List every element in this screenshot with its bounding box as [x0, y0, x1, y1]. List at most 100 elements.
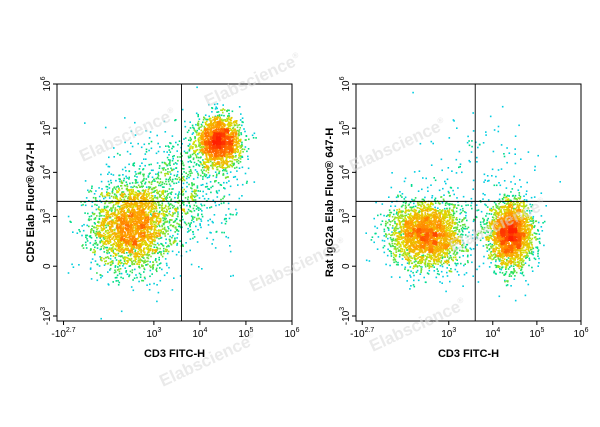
event-point — [214, 108, 217, 110]
event-point — [169, 185, 172, 187]
event-point — [109, 241, 112, 243]
event-point — [215, 132, 217, 134]
event-point — [127, 189, 129, 191]
event-point — [119, 178, 121, 181]
event-point — [155, 250, 158, 252]
event-point — [117, 224, 119, 226]
event-point — [195, 156, 198, 159]
event-point — [106, 223, 108, 226]
event-point — [84, 204, 87, 207]
event-point — [116, 152, 119, 155]
event-point — [194, 192, 196, 195]
event-point — [201, 215, 204, 218]
event-point — [133, 209, 136, 212]
event-point — [138, 207, 141, 209]
event-point — [119, 268, 122, 270]
event-point — [172, 145, 174, 148]
event-point — [164, 169, 167, 171]
event-point — [121, 249, 123, 251]
event-point — [186, 231, 189, 233]
event-point — [159, 229, 162, 232]
event-point — [107, 216, 109, 218]
event-point — [234, 156, 237, 158]
event-point — [130, 186, 132, 188]
event-point — [158, 263, 161, 265]
event-point — [116, 191, 118, 194]
event-point — [137, 214, 140, 216]
event-point — [88, 218, 90, 220]
event-point — [224, 187, 226, 190]
event-point — [179, 178, 182, 181]
event-point — [210, 142, 213, 144]
event-point — [200, 126, 202, 128]
event-point — [99, 231, 102, 234]
event-point — [210, 151, 213, 154]
event-point — [177, 181, 180, 183]
event-point — [132, 246, 134, 248]
event-point — [201, 166, 204, 169]
event-point — [198, 207, 200, 209]
event-point — [101, 275, 104, 277]
event-point — [155, 249, 157, 251]
event-point — [146, 199, 149, 201]
event-point — [150, 192, 152, 194]
event-point — [134, 191, 137, 194]
event-point — [110, 173, 113, 175]
event-point — [192, 178, 195, 180]
event-point — [154, 212, 157, 215]
event-point — [236, 133, 238, 135]
event-point — [232, 156, 235, 158]
event-point — [110, 207, 113, 210]
event-point — [229, 185, 232, 188]
event-point — [102, 210, 104, 213]
event-point — [168, 146, 170, 148]
event-point — [209, 157, 211, 159]
event-point — [132, 186, 134, 189]
event-point — [222, 133, 224, 136]
event-point — [151, 225, 154, 228]
event-point — [133, 229, 135, 232]
event-point — [175, 119, 177, 121]
event-point — [115, 219, 118, 221]
event-point — [82, 247, 85, 249]
event-point — [116, 238, 119, 241]
event-point — [212, 130, 215, 132]
event-point — [227, 208, 230, 210]
event-point — [232, 274, 234, 277]
event-point — [206, 176, 209, 179]
event-point — [138, 272, 141, 275]
event-point — [105, 260, 107, 262]
event-point — [201, 172, 204, 174]
event-point — [141, 203, 143, 206]
event-point — [192, 200, 195, 202]
event-point — [190, 222, 192, 224]
event-point — [118, 268, 120, 271]
event-point — [128, 199, 131, 201]
event-point — [148, 163, 150, 166]
event-point — [171, 168, 173, 171]
event-point — [216, 151, 219, 154]
event-point — [203, 117, 206, 120]
event-point — [192, 207, 195, 210]
event-point — [120, 276, 122, 279]
event-point — [210, 125, 213, 128]
event-point — [171, 169, 173, 172]
event-point — [139, 211, 142, 214]
event-point — [98, 235, 100, 237]
event-point — [120, 180, 123, 182]
event-point — [131, 207, 134, 209]
event-point — [161, 268, 163, 271]
event-point — [105, 256, 108, 259]
event-point — [109, 202, 112, 204]
event-point — [223, 131, 226, 134]
event-point — [197, 123, 199, 125]
event-point — [133, 237, 135, 240]
event-point — [155, 197, 157, 199]
event-point — [148, 254, 151, 256]
event-point — [234, 128, 237, 131]
event-point — [172, 211, 174, 214]
event-point — [134, 255, 136, 257]
event-point — [114, 193, 116, 195]
event-point — [213, 121, 215, 124]
event-point — [117, 229, 120, 231]
